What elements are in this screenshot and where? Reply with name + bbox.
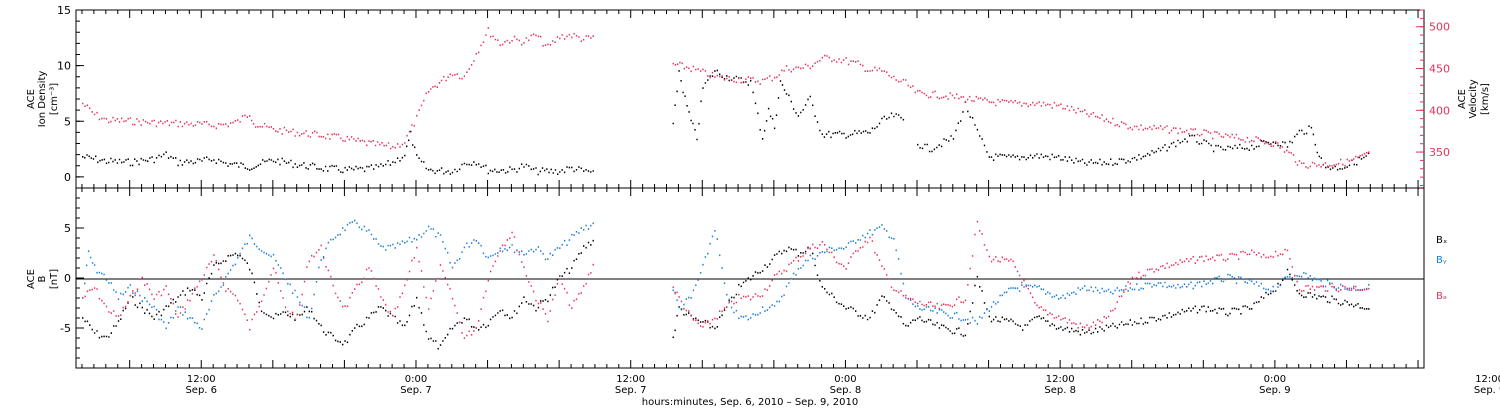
x-tick-time-label: 0:00 — [1264, 374, 1286, 385]
top-left-ylabel-line2: Ion Density — [37, 71, 48, 128]
x-axis-title: hours:minutes, Sep. 6, 2010 – Sep. 9, 20… — [642, 397, 858, 408]
x-tick-time-label: 0:00 — [405, 374, 427, 385]
x-tick-time-label: 12:00 — [616, 374, 645, 385]
top-right-ylabel: ACE Velocity [km/s] — [1457, 79, 1491, 118]
x-tick-date-label: Sep. 8 — [830, 385, 862, 396]
ion-density-series-dots — [82, 69, 1370, 176]
b-bx-series-dots — [82, 239, 1370, 350]
top-left-ylabel-line1: ACE — [26, 89, 37, 109]
b-by-series-dots — [82, 219, 1370, 330]
bottom-left-ylabel-line2: B — [37, 275, 48, 282]
b-tick-label: 0 — [64, 272, 71, 285]
x-tick-date-label: Sep. 9 — [1259, 385, 1291, 396]
b-bz-series-dots — [82, 220, 1370, 339]
b-tick-label: 5 — [64, 222, 71, 235]
b-by-series — [82, 219, 1370, 330]
x-tick-time-label: 12:00 — [1475, 374, 1500, 385]
b-tick-label: -5 — [60, 322, 71, 335]
b-bz-series — [82, 220, 1370, 339]
series-layer — [82, 27, 1370, 350]
legend-by: Bᵧ — [1436, 255, 1447, 266]
velocity-series — [82, 27, 1370, 169]
velocity-series-dots — [82, 27, 1370, 169]
bottom-panel-frame — [75, 187, 1425, 369]
bottom-left-ylabel-line1: ACE — [26, 269, 37, 289]
bottom-left-ylabel-line3: [nT] — [49, 269, 60, 289]
top-right-ylabel-line1: ACE — [1457, 89, 1468, 109]
velocity-tick-label: 400 — [1429, 104, 1450, 117]
velocity-tick-label: 500 — [1429, 21, 1450, 34]
ion-density-series — [82, 69, 1370, 176]
x-tick-time-label: 0:00 — [834, 374, 856, 385]
x-tick-date-label: Sep. 6 — [185, 385, 217, 396]
legend-bx: Bₓ — [1436, 235, 1447, 246]
top-left-ylabel-line3: [cm⁻³] — [49, 83, 60, 115]
b-bx-series — [82, 239, 1370, 350]
density-tick-label: 0 — [64, 171, 71, 184]
x-tick-time-label: 12:00 — [1046, 374, 1075, 385]
density-tick-label: 5 — [64, 115, 71, 128]
x-tick-date-label: Sep. 7 — [615, 385, 647, 396]
velocity-tick-label: 450 — [1429, 62, 1450, 75]
legend-bz: Bₔ — [1436, 291, 1447, 302]
x-tick-date-label: Sep. 7 — [400, 385, 432, 396]
top-right-ylabel-line3: [km/s] — [1480, 83, 1491, 115]
x-tick-time-label: 12:00 — [187, 374, 216, 385]
x-tick-date-label: Sep. 9 — [1474, 385, 1500, 396]
top-panel-frame — [75, 9, 1425, 189]
x-tick-date-label: Sep. 8 — [1044, 385, 1076, 396]
density-tick-label: 15 — [57, 4, 71, 17]
bottom-left-ylabel: ACE B [nT] — [26, 269, 60, 289]
density-tick-label: 10 — [57, 60, 71, 73]
velocity-tick-label: 350 — [1429, 146, 1450, 159]
top-left-ylabel: ACE Ion Density [cm⁻³] — [26, 71, 60, 128]
top-right-ylabel-line2: Velocity — [1468, 79, 1479, 118]
